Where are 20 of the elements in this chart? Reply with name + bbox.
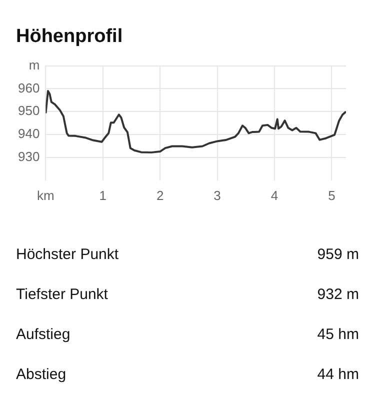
- y-tick-label: 940: [18, 126, 40, 142]
- text: Höchster Punkt: [16, 246, 119, 262]
- y-tick-label: m: [28, 57, 40, 72]
- text: Aufstieg: [16, 326, 70, 342]
- text: 959 m: [317, 246, 359, 262]
- chart-title: Höhenprofil: [15, 25, 124, 49]
- text: 932 m: [317, 286, 359, 302]
- text: Abstieg: [16, 366, 66, 382]
- x-tick-label: 4: [270, 188, 278, 203]
- x-tick-label: 5: [328, 188, 336, 203]
- text: 44 hm: [317, 366, 359, 382]
- x-tick-label: 2: [156, 188, 164, 203]
- y-tick-label: 930: [18, 149, 40, 164]
- x-tick-label: 3: [214, 188, 221, 203]
- text: Tiefster Punkt: [16, 286, 108, 302]
- x-tick-label: 1: [99, 188, 107, 203]
- y-tick-label: 950: [18, 103, 40, 118]
- text: 45 hm: [317, 326, 359, 342]
- x-tick-label: km: [37, 188, 54, 203]
- y-tick-label: 960: [18, 80, 40, 96]
